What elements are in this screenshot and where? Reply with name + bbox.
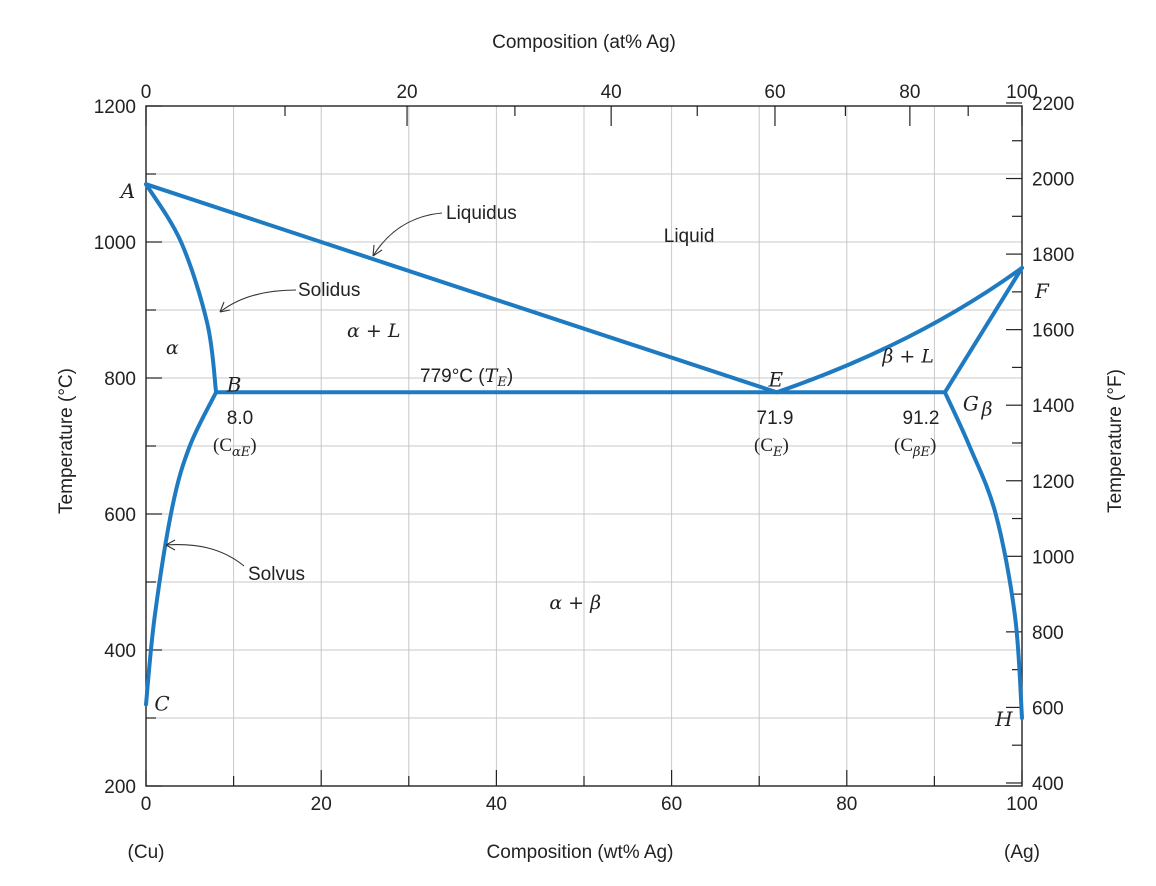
solvus-pointer (165, 544, 245, 567)
point-f: F (1034, 279, 1050, 303)
region-label: α (166, 337, 179, 359)
right-tick-label: 1000 (1032, 547, 1074, 568)
right-tick-label: 1400 (1032, 396, 1074, 417)
left-tick-label: 1200 (94, 97, 136, 118)
left-tick-label: 200 (104, 777, 136, 798)
solvus-curve-beta (942, 390, 1024, 720)
left-tick-label: 800 (104, 369, 136, 390)
top-tick-label: 20 (396, 82, 417, 103)
left-axis-title: Temperature (°C) (56, 368, 77, 514)
phase-regions: Liquid α + L α β + L β α + β (166, 226, 993, 614)
point-b: B (226, 372, 242, 396)
point-h: H (994, 707, 1013, 731)
bottom-tick-label: 80 (836, 794, 857, 815)
right-end-label: (Ag) (1004, 842, 1040, 863)
top-tick-label: 80 (899, 82, 920, 103)
left-tick-label: 400 (104, 641, 136, 662)
bottom-axis-title: Composition (wt% Ag) (487, 842, 674, 863)
bottom-tick-label: 100 (1006, 794, 1038, 815)
bottom-tick-label: 60 (661, 794, 682, 815)
phase-boundaries (144, 182, 1024, 720)
top-tick-label: 100 (1006, 82, 1038, 103)
left-tick-label: 1000 (94, 233, 136, 254)
region-label: α + β (549, 592, 601, 614)
right-tick-label: 1200 (1032, 472, 1074, 493)
liquidus-label: Liquidus (446, 203, 517, 224)
left-tick-label: 600 (104, 505, 136, 526)
eutectic-temperature-label: 779°C (TE) (420, 365, 513, 390)
solidus-curve-alpha (144, 182, 219, 395)
right-tick-label: 600 (1032, 698, 1064, 719)
region-label: Liquid (664, 226, 715, 247)
region-label: α + L (347, 320, 400, 342)
plot-frame (145, 105, 1023, 787)
liquidus-pointer-head (372, 244, 383, 257)
region-label: β + L (881, 345, 934, 367)
liquidus-curve (144, 182, 1024, 395)
point-c: C (154, 691, 169, 715)
right-tick-label: 1800 (1032, 245, 1074, 266)
point-g: G (963, 391, 979, 415)
grid (146, 106, 1022, 786)
bottom-tick-label: 0 (141, 794, 152, 815)
top-tick-label: 40 (601, 82, 622, 103)
top-axis-title: Composition (at% Ag) (492, 32, 676, 53)
eutectic-comp-value: 71.9 (757, 408, 794, 429)
beta-e-value: 91.2 (903, 408, 940, 429)
point-a: A (119, 179, 135, 203)
invariant-points: A B C E F G H (119, 179, 1050, 731)
solidus-pointer (219, 289, 297, 313)
solvus-curve-alpha (144, 390, 219, 707)
solvus-label: Solvus (248, 564, 305, 585)
solidus-label: Solidus (298, 280, 360, 301)
bottom-tick-label: 40 (486, 794, 507, 815)
right-tick-label: 1600 (1032, 321, 1074, 342)
eutectic-comp-symbol: (CE) (754, 435, 789, 460)
right-tick-label: 2200 (1032, 94, 1074, 115)
right-axis-title: Temperature (°F) (1105, 369, 1126, 513)
right-tick-label: 2000 (1032, 170, 1074, 191)
right-tick-label: 800 (1032, 623, 1064, 644)
point-e: E (768, 367, 784, 391)
solidus-pointer-head (219, 301, 231, 313)
top-tick-label: 60 (764, 82, 785, 103)
region-label: β (980, 398, 992, 420)
bottom-tick-label: 20 (311, 794, 332, 815)
liquidus-pointer (372, 212, 443, 257)
alpha-e-symbol: (CαE) (213, 435, 257, 460)
solidus-curve-beta (942, 265, 1024, 395)
right-tick-label: 400 (1032, 774, 1064, 795)
tick-labels: 0 20 40 60 80 1000 20 40 60 80 1002004006008001000… (94, 82, 1075, 815)
label-pointers (165, 212, 443, 567)
alpha-e-value: 8.0 (227, 408, 253, 429)
left-end-label: (Cu) (128, 842, 165, 863)
solvus-pointer-head (165, 539, 176, 551)
beta-e-symbol: (CβE) (894, 435, 936, 460)
top-tick-label: 0 (141, 82, 152, 103)
